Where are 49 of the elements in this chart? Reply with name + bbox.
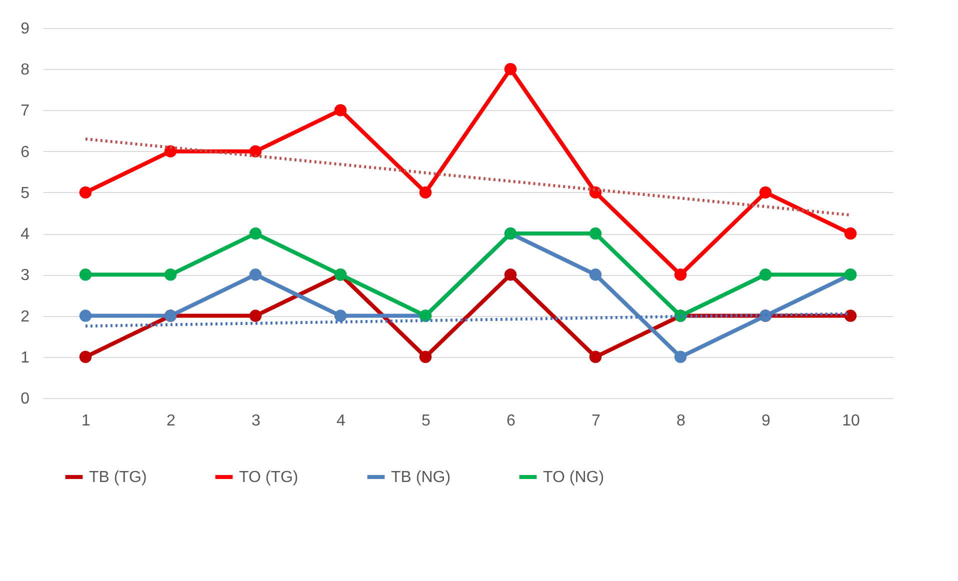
y-tick-label: 2 bbox=[20, 308, 30, 326]
legend-label: TB (NG) bbox=[391, 469, 451, 486]
point bbox=[759, 268, 772, 281]
point bbox=[249, 268, 262, 281]
point bbox=[249, 310, 262, 322]
point bbox=[674, 268, 687, 281]
point bbox=[79, 268, 92, 281]
y-tick-label: 5 bbox=[20, 184, 30, 202]
point bbox=[844, 227, 857, 240]
y-tick-label: 4 bbox=[20, 226, 30, 244]
point bbox=[844, 310, 857, 322]
x-tick-label: 3 bbox=[252, 412, 261, 430]
point bbox=[504, 63, 517, 76]
point bbox=[334, 104, 347, 116]
x-tick-label: 2 bbox=[166, 412, 176, 430]
point bbox=[759, 186, 772, 199]
legend-label: TO (NG) bbox=[543, 469, 604, 486]
point bbox=[164, 268, 177, 281]
legend-label: TO (TG) bbox=[239, 469, 298, 486]
y-tick-label: 1 bbox=[20, 349, 30, 366]
point bbox=[79, 186, 92, 199]
x-tick-label: 8 bbox=[676, 412, 686, 430]
x-tick-label: 7 bbox=[592, 412, 601, 430]
point bbox=[504, 268, 517, 281]
y-tick-label: 8 bbox=[20, 62, 30, 79]
y-tick-label: 3 bbox=[20, 267, 30, 284]
x-tick-label: 9 bbox=[762, 412, 771, 430]
point bbox=[79, 350, 92, 363]
x-tick-label: 10 bbox=[842, 412, 860, 430]
x-tick-label: 4 bbox=[336, 412, 346, 430]
x-tick-label: 1 bbox=[82, 412, 91, 430]
point bbox=[249, 227, 262, 240]
x-tick-label: 6 bbox=[506, 412, 516, 430]
point bbox=[249, 145, 262, 158]
point bbox=[79, 310, 92, 322]
point bbox=[674, 350, 687, 363]
point bbox=[589, 268, 602, 281]
point bbox=[164, 145, 177, 158]
point bbox=[589, 227, 602, 240]
y-tick-label: 0 bbox=[20, 390, 30, 408]
x-tick-label: 5 bbox=[422, 412, 431, 430]
y-tick-label: 7 bbox=[20, 102, 30, 120]
point bbox=[334, 310, 347, 322]
legend-label: TB (TG) bbox=[89, 469, 147, 486]
y-tick-label: 6 bbox=[20, 144, 30, 161]
point bbox=[419, 350, 432, 363]
point bbox=[589, 350, 602, 363]
y-tick-label: 9 bbox=[20, 20, 30, 38]
point bbox=[419, 186, 432, 199]
